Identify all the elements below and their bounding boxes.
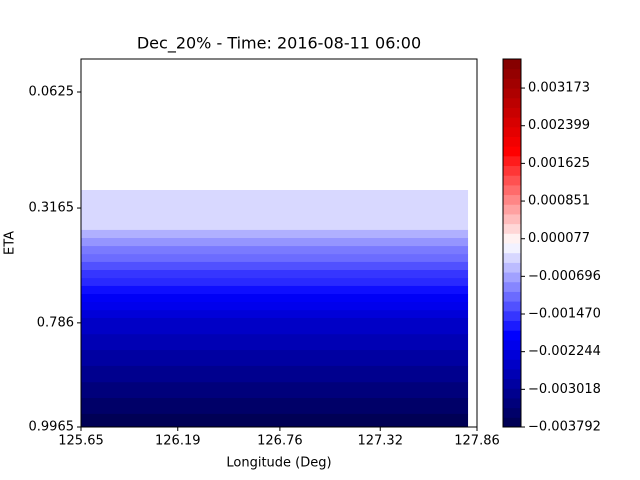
colorbar-step [503, 88, 521, 99]
colorbar-step [503, 359, 521, 370]
x-tick-label: 127.86 [454, 434, 500, 449]
y-tick-label: 0.786 [37, 315, 74, 330]
colorbar-step [503, 407, 521, 418]
colorbar-step [503, 155, 521, 167]
contour-band [81, 398, 469, 415]
colorbar-step [503, 272, 521, 283]
colorbar-tick-label: 0.000077 [528, 231, 590, 246]
contour-band [81, 350, 469, 367]
colorbar-step [503, 252, 521, 263]
x-tick-label: 126.76 [257, 434, 303, 449]
colorbar-step [503, 68, 521, 79]
colorbar-tick-label: 0.003173 [528, 81, 590, 96]
colorbar-step [503, 126, 521, 137]
contour-band [81, 382, 469, 399]
contour-band [81, 413, 469, 428]
colorbar-step [503, 223, 521, 234]
colorbar-tick-label: −0.002244 [528, 344, 601, 359]
contour-band [81, 285, 469, 295]
y-tick-label: 0.3165 [29, 201, 75, 216]
colorbar-step [503, 175, 521, 186]
contour-band [81, 237, 469, 247]
contour-band [81, 302, 469, 311]
colorbar-step [503, 368, 521, 380]
contour-band [81, 334, 469, 351]
colorbar-step [503, 291, 521, 302]
x-tick-label: 125.65 [58, 434, 104, 449]
colorbar-step [503, 339, 521, 351]
contour-band [81, 278, 469, 287]
colorbar-tick-label: −0.003792 [528, 420, 601, 435]
colorbar-tick-label: 0.000851 [528, 194, 590, 209]
colorbar-frame [502, 58, 522, 428]
colorbar-step [503, 59, 521, 70]
colorbar-step [503, 378, 521, 389]
colorbar-step [503, 397, 521, 409]
colorbar-step [503, 417, 521, 428]
colorbar: −0.003792 −0.003018 −0.002244 −0.001470 −0.0… [502, 58, 601, 435]
contour-band [81, 293, 469, 303]
contour-band [81, 270, 469, 279]
contour-band [81, 261, 469, 271]
colorbar-step [503, 97, 521, 108]
colorbar-step [503, 213, 521, 225]
colorbar-step [503, 165, 521, 176]
colorbar-step [503, 301, 521, 312]
colorbar-step [503, 320, 521, 331]
colorbar-step [503, 184, 521, 196]
contour-band [81, 317, 469, 335]
contour-band [81, 229, 469, 239]
colorbar-step [503, 330, 521, 341]
colorbar-step [503, 136, 521, 147]
contour-band [81, 254, 469, 263]
y-tick-label: 0.0625 [29, 85, 75, 100]
contour-band [81, 365, 469, 383]
colorbar-step [503, 117, 521, 128]
colorbar-tick-label: 0.002399 [528, 118, 590, 133]
colorbar-step [503, 310, 521, 321]
colorbar-tick-label: −0.001470 [528, 307, 601, 322]
colorbar-step [503, 281, 521, 292]
colorbar-step [503, 262, 521, 273]
colorbar-step [503, 388, 521, 399]
chart-title: Dec_20% - Time: 2016-08-11 06:00 [137, 34, 421, 54]
colorbar-step [503, 107, 521, 118]
axes-frame [80, 58, 478, 428]
contour-band [81, 310, 469, 319]
colorbar-step [503, 146, 521, 157]
colorbar-step [503, 78, 521, 89]
colorbar-step [503, 243, 521, 254]
x-tick-label: 126.19 [155, 434, 201, 449]
colorbar-step [503, 204, 521, 215]
x-tick-label: 127.32 [357, 434, 403, 449]
contour-band [81, 189, 469, 231]
colorbar-tick-label: −0.003018 [528, 382, 601, 397]
plot-area: 125.65 126.19 126.76 127.32 127.86 0.0625 0.31… [29, 58, 500, 449]
colorbar-step [503, 233, 521, 244]
colorbar-step [503, 349, 521, 360]
colorbar-tick-label: 0.001625 [528, 156, 590, 171]
colorbar-step [503, 194, 521, 205]
contour-band [81, 246, 469, 255]
x-axis-label: Longitude (Deg) [226, 456, 331, 471]
colorbar-tick-label: −0.000696 [528, 269, 601, 284]
y-axis-label: ETA [3, 231, 18, 255]
y-tick-label: 0.9965 [29, 420, 75, 435]
